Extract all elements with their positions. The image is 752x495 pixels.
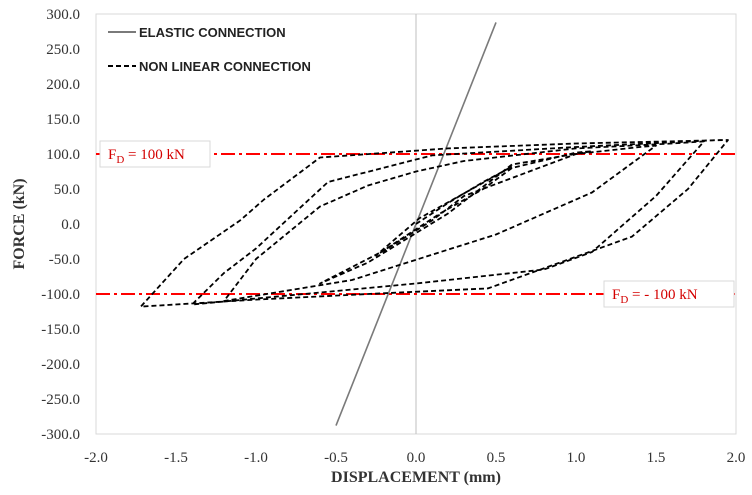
y-tick-label: 200.0 bbox=[46, 77, 80, 93]
y-tick-label: 300.0 bbox=[46, 7, 80, 23]
x-tick-label: -2.0 bbox=[84, 450, 108, 466]
y-tick-label: -250.0 bbox=[41, 392, 80, 408]
reference-label-box bbox=[99, 140, 211, 168]
reference-label-box bbox=[603, 280, 735, 308]
y-tick-label: 100.0 bbox=[46, 147, 80, 163]
x-tick-label: -0.5 bbox=[324, 450, 348, 466]
x-tick-label: 2.0 bbox=[727, 450, 746, 466]
reference-label: FD = - 100 kN bbox=[612, 287, 698, 306]
x-tick-label: -1.0 bbox=[244, 450, 268, 466]
y-tick-label: 150.0 bbox=[46, 112, 80, 128]
y-tick-label: -300.0 bbox=[41, 427, 80, 443]
y-tick-label: 50.0 bbox=[54, 182, 80, 198]
series-line-nonlinear bbox=[139, 139, 729, 308]
y-tick-labels: -300.0 -250.0 -200.0 -150.0 -100.0 -50.0 0.0 50… bbox=[41, 7, 80, 443]
legend-background bbox=[98, 18, 348, 80]
x-tick-label: 1.0 bbox=[567, 450, 586, 466]
y-tick-label: -150.0 bbox=[41, 322, 80, 338]
series bbox=[139, 22, 729, 426]
y-tick-label: -50.0 bbox=[49, 252, 80, 268]
x-tick-label: -1.5 bbox=[164, 450, 188, 466]
reference-labels: FD = 100 kN FD = - 100 kN bbox=[99, 140, 735, 308]
x-tick-label: 1.5 bbox=[647, 450, 666, 466]
reference-label: FD = 100 kN bbox=[108, 147, 185, 166]
y-tick-label: -200.0 bbox=[41, 357, 80, 373]
x-axis-title: DISPLACEMENT (mm) bbox=[331, 469, 501, 486]
x-tick-label: 0.5 bbox=[487, 450, 506, 466]
y-tick-label: 0.0 bbox=[61, 217, 80, 233]
legend-label-nonlinear: NON LINEAR CONNECTION bbox=[139, 59, 311, 74]
x-tick-label: 0.0 bbox=[407, 450, 426, 466]
y-tick-label: -100.0 bbox=[41, 287, 80, 303]
legend-label-elastic: ELASTIC CONNECTION bbox=[139, 25, 286, 40]
x-tick-labels: -2.0 -1.5 -1.0 -0.5 0.0 0.5 1.0 1.5 2.0 bbox=[84, 450, 745, 466]
y-tick-label: 250.0 bbox=[46, 42, 80, 58]
y-axis-title: FORCE (kN) bbox=[11, 178, 28, 269]
legend: ELASTIC CONNECTION NON LINEAR CONNECTION bbox=[98, 18, 348, 80]
